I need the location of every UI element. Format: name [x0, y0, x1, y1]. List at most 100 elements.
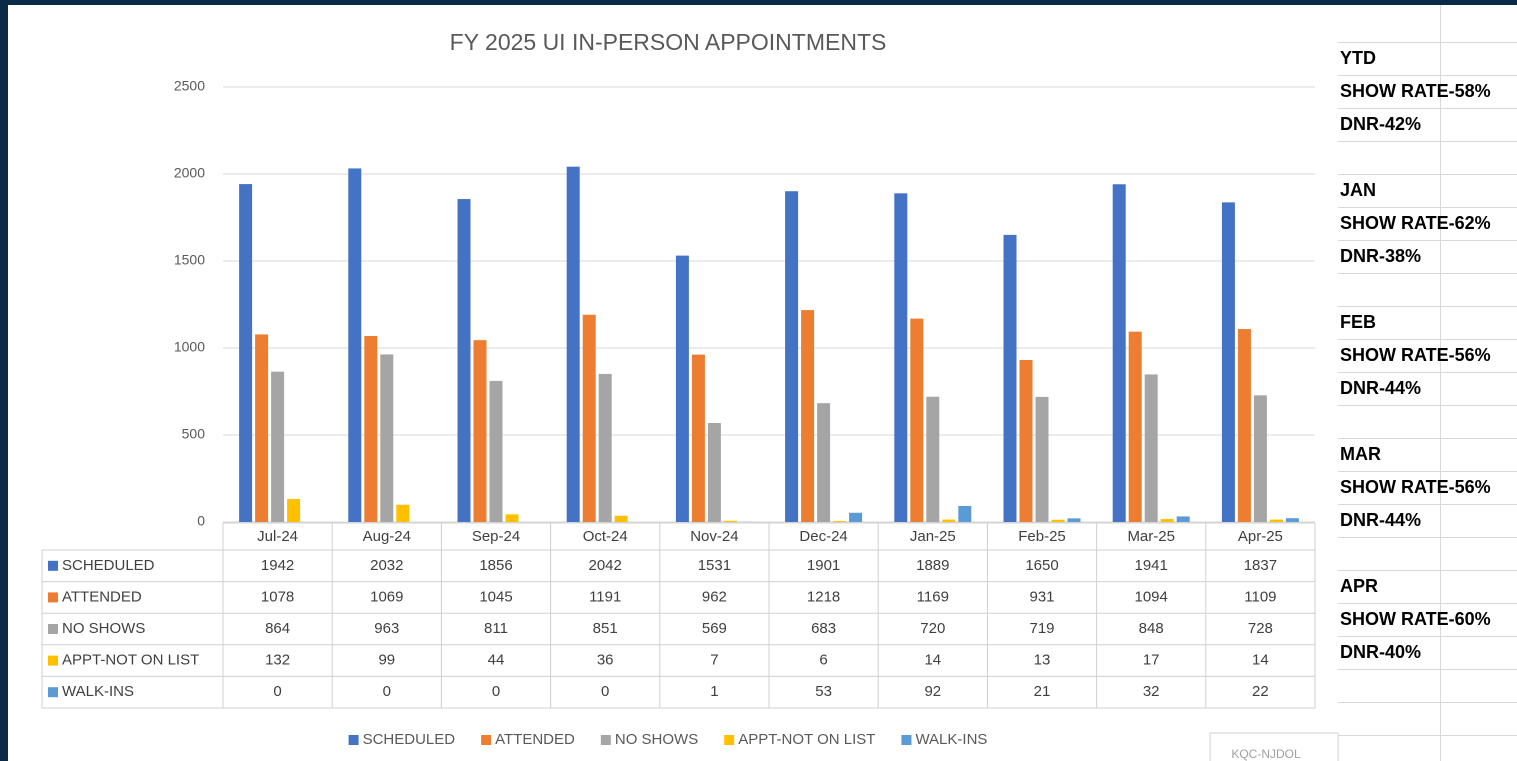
note: DNR-44%	[1340, 378, 1421, 398]
table-cell: 569	[702, 620, 727, 637]
bar	[287, 499, 301, 522]
table-cell: 13	[1034, 652, 1051, 669]
bar	[1237, 329, 1251, 522]
bar	[833, 520, 847, 522]
table-cell: 92	[924, 683, 941, 700]
table-cell: 864	[265, 620, 290, 637]
bar	[255, 334, 269, 522]
x-tick-label: Jan-25	[910, 528, 956, 545]
stamp: KQC-NJDOL	[1231, 747, 1301, 761]
bar	[582, 314, 596, 522]
legend-label: ATTENDED	[495, 731, 575, 748]
table-cell: 851	[593, 620, 618, 637]
bar	[1221, 202, 1235, 522]
note: DNR-38%	[1340, 246, 1421, 266]
legend-key	[600, 735, 611, 745]
bar	[1051, 519, 1065, 522]
bar	[849, 512, 863, 522]
bar	[380, 354, 394, 522]
table-cell: 1531	[698, 557, 731, 574]
table-cell: 1942	[261, 557, 294, 574]
note: FEB	[1340, 312, 1376, 332]
bar	[598, 373, 612, 522]
x-tick-label: Apr-25	[1238, 528, 1283, 545]
legend-key	[901, 735, 912, 745]
table-cell: 1191	[589, 588, 621, 605]
bar	[707, 422, 721, 522]
table-cell: 0	[273, 683, 281, 700]
table-row-label: ATTENDED	[62, 588, 142, 605]
note: DNR-44%	[1340, 510, 1421, 530]
table-row-label: APPT-NOT ON LIST	[62, 652, 199, 669]
stamp-box	[1209, 732, 1339, 761]
note: SHOW RATE-62%	[1340, 213, 1491, 233]
table-cell: 1078	[261, 588, 294, 605]
bar	[1067, 518, 1081, 522]
bar	[271, 371, 285, 522]
table-cell: 1650	[1025, 557, 1058, 574]
x-tick-label: Mar-25	[1127, 528, 1175, 545]
table-cell: 1069	[370, 588, 403, 605]
bar	[817, 403, 831, 522]
table-cell: 21	[1034, 683, 1051, 700]
table-row-label: WALK-INS	[62, 683, 134, 700]
legend-key	[48, 655, 58, 666]
note: SHOW RATE-56%	[1340, 345, 1491, 365]
legend-label: NO SHOWS	[615, 731, 698, 748]
bar	[1019, 360, 1033, 522]
table-cell: 44	[488, 652, 505, 669]
note: YTD	[1340, 48, 1376, 68]
bar	[566, 166, 580, 522]
table-cell: 14	[1252, 652, 1269, 669]
y-tick-label: 0	[197, 513, 205, 529]
bar	[614, 515, 628, 522]
table-cell: 2042	[589, 557, 622, 574]
table-cell: 719	[1029, 620, 1054, 637]
bar	[691, 354, 705, 522]
table-cell: 811	[484, 620, 508, 637]
table-cell: 99	[378, 652, 395, 669]
legend-key	[48, 560, 58, 571]
bar	[1144, 374, 1158, 522]
note: DNR-40%	[1340, 642, 1421, 662]
note: SHOW RATE-58%	[1340, 81, 1491, 101]
table-cell: 22	[1252, 683, 1269, 700]
table-cell: 728	[1248, 620, 1273, 637]
table-cell: 1169	[917, 588, 949, 605]
table-cell: 931	[1029, 588, 1054, 605]
table-cell: 963	[374, 620, 399, 637]
bar	[1112, 184, 1126, 523]
bar	[489, 380, 503, 522]
bar	[942, 519, 956, 522]
legend-key	[481, 735, 492, 745]
bar	[1128, 331, 1142, 522]
sheet-cells	[1338, 5, 1517, 761]
x-tick-label: Oct-24	[583, 528, 628, 545]
bar	[675, 255, 689, 522]
table-cell: 720	[920, 620, 945, 637]
legend-key	[48, 687, 58, 698]
y-tick-label: 1500	[174, 252, 205, 268]
bar	[926, 396, 940, 522]
bar	[1285, 518, 1299, 522]
table-row-label: NO SHOWS	[62, 620, 145, 637]
chart-title: FY 2025 UI IN-PERSON APPOINTMENTS	[450, 29, 887, 55]
legend-key	[724, 735, 735, 745]
legend-key	[48, 624, 58, 634]
legend-label: WALK-INS	[915, 731, 987, 748]
table-cell: 53	[815, 683, 832, 700]
x-tick-label: Aug-24	[363, 528, 411, 545]
table-cell: 1941	[1135, 557, 1168, 574]
bar	[958, 505, 972, 522]
bar	[1035, 396, 1049, 522]
table-cell: 14	[924, 652, 941, 669]
bar	[1176, 516, 1190, 522]
y-tick-label: 500	[182, 426, 206, 442]
bar	[1269, 519, 1283, 522]
table-cell: 1094	[1135, 588, 1168, 605]
bar	[396, 504, 410, 522]
table-cell: 6	[819, 652, 827, 669]
note: APR	[1340, 576, 1378, 596]
